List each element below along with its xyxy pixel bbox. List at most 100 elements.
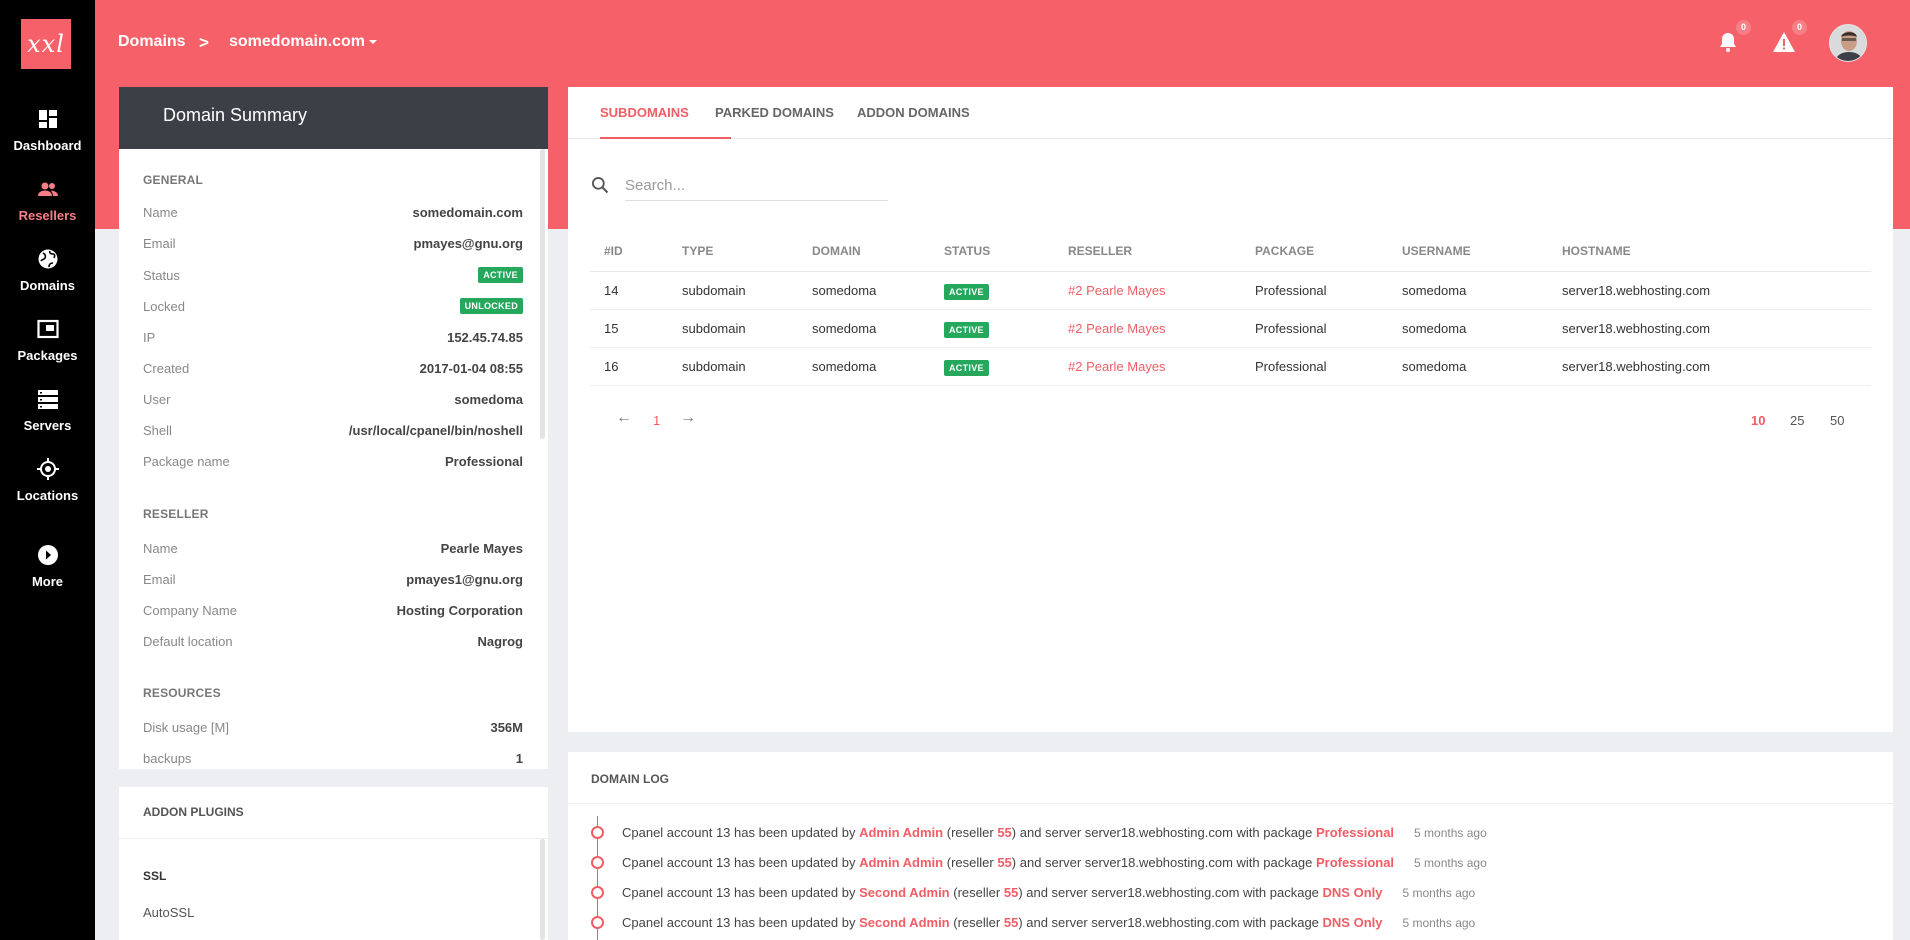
reseller-location-row: Default location Nagrog [143,634,523,649]
page-size-25[interactable]: 25 [1790,413,1805,428]
log-reseller-link[interactable]: 55 [1003,915,1019,930]
domain-summary-panel: GENERAL Name somedomain.com Email pmayes@g… [119,149,548,769]
log-text: Cpanel account 13 has been updated by [622,885,856,900]
globe-icon [38,249,57,269]
general-locked-row: Locked UNLOCKED [143,298,523,314]
nav-domains[interactable]: Domains [0,247,95,293]
column-header[interactable]: TYPE [668,231,798,272]
status-badge: ACTIVE [478,267,523,283]
pager-prev-button[interactable]: ← [616,409,632,426]
log-package-link[interactable]: Professional [1316,825,1395,840]
cell-id: 15 [590,309,668,348]
kv-key: Created [143,361,190,376]
reseller-link[interactable]: #2 Pearle Mayes [1068,358,1166,374]
page-size-50[interactable]: 50 [1830,413,1845,428]
nav-more[interactable]: More [0,543,95,589]
app-logo[interactable]: xxl [21,19,71,69]
log-timestamp: 5 months ago [1402,885,1476,900]
log-user-link[interactable]: Second Admin [859,915,950,930]
search-input[interactable] [625,171,888,201]
more-icon [37,545,58,565]
reseller-link[interactable]: #2 Pearle Mayes [1068,320,1166,336]
table-row[interactable]: 15 subdomain somedoma ACTIVE #2 Pearle M… [590,309,1871,348]
general-package-row: Package name Professional [143,454,523,469]
cell-package: Professional [1241,271,1388,310]
log-reseller-link[interactable]: 55 [1003,885,1019,900]
kv-value: /usr/local/cpanel/bin/noshell [348,423,523,438]
log-package-link[interactable]: DNS Only [1322,885,1383,900]
location-icon [36,458,59,480]
bell-icon[interactable] [1716,30,1740,54]
addon-item-autossl[interactable]: AutoSSL [143,905,195,920]
kv-key: Name [143,205,178,220]
search-icon [592,177,609,194]
cell-domain: somedoma [798,271,930,310]
domain-log-panel: DOMAIN LOG Cpanel account 13 has been up… [568,752,1893,940]
log-user-link[interactable]: Admin Admin [859,855,944,870]
cell-type: subdomain [668,347,798,386]
addon-scrollbar[interactable] [540,839,545,940]
nav-label: Domains [20,278,75,293]
log-text: (reseller [953,885,1001,900]
kv-value: 1 [515,751,523,766]
log-user-link[interactable]: Admin Admin [859,825,944,840]
column-header[interactable]: #ID [590,231,668,272]
pager-page-1[interactable]: 1 [653,413,661,428]
addon-plugins-panel: ADDON PLUGINS SSL AutoSSL [119,787,548,940]
search-bar [590,171,900,201]
log-user-link[interactable]: Second Admin [859,885,950,900]
user-avatar[interactable] [1829,24,1867,62]
kv-value: 356M [490,720,523,735]
log-reseller-link[interactable]: 55 [997,825,1012,840]
table-row[interactable]: 14 subdomain somedoma ACTIVE #2 Pearle M… [590,271,1871,310]
domain-summary-header: Domain Summary [119,87,548,149]
column-header[interactable]: RESELLER [1054,231,1241,272]
breadcrumb-separator: > [199,33,209,52]
column-header[interactable]: PACKAGE [1241,231,1388,272]
nav-servers[interactable]: Servers [0,387,95,433]
log-timestamp: 5 months ago [1414,855,1487,870]
general-section-title: GENERAL [143,173,204,187]
nav-resellers[interactable]: Resellers [0,177,95,223]
breadcrumb-root[interactable]: Domains [118,33,186,50]
log-text: ) and server server18.webhosting.com wit… [1018,885,1319,900]
kv-key: User [143,392,171,407]
log-package-link[interactable]: DNS Only [1322,915,1383,930]
table-header-row: #ID TYPE DOMAIN STATUS RESELLER PACKAGE … [590,231,1871,272]
summary-scrollbar[interactable] [540,149,545,439]
general-name-row: Name somedomain.com [143,205,523,220]
column-header[interactable]: DOMAIN [798,231,930,272]
column-header[interactable]: USERNAME [1388,231,1548,272]
nav-label: Servers [23,418,72,433]
packages-icon [36,319,59,339]
pager-next-button[interactable]: → [680,409,696,426]
column-header[interactable]: HOSTNAME [1548,231,1871,272]
tab-parked-domains[interactable]: PARKED DOMAINS [715,105,834,120]
cell-id: 14 [590,271,668,310]
nav-locations[interactable]: Locations [0,457,95,503]
kv-value: pmayes1@gnu.org [406,572,523,587]
tab-addon-domains[interactable]: ADDON DOMAINS [857,105,970,120]
general-email-row: Email pmayes@gnu.org [143,236,523,251]
tab-subdomains[interactable]: SUBDOMAINS [600,87,731,139]
kv-key: Company Name [143,603,237,618]
resellers-icon [37,182,58,196]
cell-type: subdomain [668,309,798,348]
warning-icon[interactable] [1772,30,1796,54]
reseller-link[interactable]: #2 Pearle Mayes [1068,282,1166,298]
kv-value: somedomain.com [412,205,523,220]
nav-dashboard[interactable]: Dashboard [0,107,95,153]
chevron-down-icon[interactable] [368,38,378,46]
page-size-10[interactable]: 10 [1751,413,1766,428]
nav-packages[interactable]: Packages [0,317,95,363]
log-text: ) and server server18.webhosting.com wit… [1018,915,1319,930]
cell-username: somedoma [1388,309,1548,348]
cell-package: Professional [1241,309,1388,348]
breadcrumb-current[interactable]: somedomain.com [229,33,366,50]
kv-value: 152.45.74.85 [447,330,523,345]
log-reseller-link[interactable]: 55 [997,855,1012,870]
table-row[interactable]: 16 subdomain somedoma ACTIVE #2 Pearle M… [590,347,1871,386]
log-package-link[interactable]: Professional [1316,855,1395,870]
column-header[interactable]: STATUS [930,231,1054,272]
cell-hostname: server18.webhosting.com [1548,309,1871,348]
